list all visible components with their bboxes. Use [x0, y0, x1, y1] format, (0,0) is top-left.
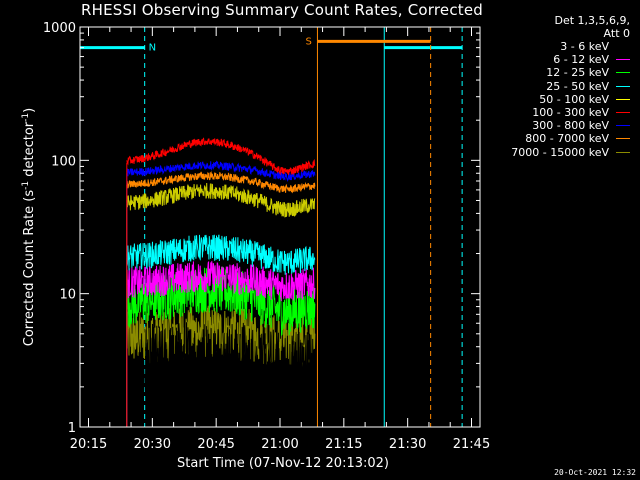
y-tick-label: 100	[51, 154, 76, 169]
legend-item: 12 - 25 keV	[511, 66, 630, 79]
legend-swatch	[616, 151, 630, 153]
y-axis-label: Corrected Count Rate (s-1 detector-1)	[21, 108, 37, 346]
legend-label: 6 - 12 keV	[553, 53, 609, 67]
legend-item: 100 - 300 keV	[511, 106, 630, 119]
night-label: N	[149, 43, 156, 54]
series-line-7000_15000keV	[126, 305, 316, 368]
series-line-3_6keV	[126, 322, 316, 427]
legend-swatch	[616, 112, 630, 114]
series-line-12_25keV	[126, 266, 316, 337]
series-line-800_7000keV	[126, 171, 316, 194]
x-tick-label: 21:15	[325, 437, 362, 452]
x-tick-label: 20:30	[134, 437, 171, 452]
legend-label: 300 - 800 keV	[532, 119, 609, 133]
x-tick-label: 21:45	[453, 437, 490, 452]
legend-item: 300 - 800 keV	[511, 119, 630, 132]
legend-label: 100 - 300 keV	[532, 106, 609, 120]
legend-item: 7000 - 15000 keV	[511, 146, 630, 159]
x-tick-label: 21:00	[261, 437, 298, 452]
x-axis-label: Start Time (07-Nov-12 20:13:02)	[177, 456, 389, 471]
series-line-25_50keV	[126, 234, 316, 275]
legend-item: 25 - 50 keV	[511, 80, 630, 93]
x-tick-label: 20:45	[197, 437, 234, 452]
series-line-300_800keV	[126, 160, 316, 183]
legend-label: 3 - 6 keV	[560, 40, 609, 54]
y-tick-label: 1	[68, 421, 76, 436]
legend-label: 7000 - 15000 keV	[511, 145, 609, 159]
legend-label: 12 - 25 keV	[546, 66, 609, 80]
legend-label: 800 - 7000 keV	[525, 132, 609, 146]
chart-title: RHESSI Observing Summary Count Rates, Co…	[80, 1, 483, 19]
legend-item: 6 - 12 keV	[511, 53, 630, 66]
legend-item: 800 - 7000 keV	[511, 132, 630, 145]
timestamp: 20-Oct-2021 12:32	[554, 468, 636, 477]
series-line-50_100keV	[126, 182, 316, 218]
legend-label: 50 - 100 keV	[539, 92, 609, 106]
legend-item: 50 - 100 keV	[511, 93, 630, 106]
x-tick-label: 21:30	[389, 437, 426, 452]
legend-swatch	[616, 125, 630, 127]
saa-label: S	[305, 36, 311, 47]
legend-swatch	[616, 98, 630, 100]
legend-swatch	[616, 72, 630, 74]
chart-legend: 3 - 6 keV 6 - 12 keV 12 - 25 keV 25 - 50 ke…	[511, 40, 630, 159]
legend-label: 25 - 50 keV	[546, 79, 609, 93]
y-tick-label: 10	[59, 288, 76, 303]
legend-swatch	[616, 46, 630, 48]
legend-detectors: Det 1,3,5,6,9,	[554, 14, 630, 27]
legend-attenuator: Att 0	[603, 27, 630, 40]
legend-item: 3 - 6 keV	[511, 40, 630, 53]
series-line-100_300keV	[126, 137, 316, 176]
legend-swatch	[616, 59, 630, 61]
legend-swatch	[616, 85, 630, 87]
x-tick-label: 20:15	[70, 437, 107, 452]
series-line-6_12keV	[126, 260, 316, 302]
y-tick-label: 1000	[43, 21, 76, 36]
legend-swatch	[616, 138, 630, 140]
